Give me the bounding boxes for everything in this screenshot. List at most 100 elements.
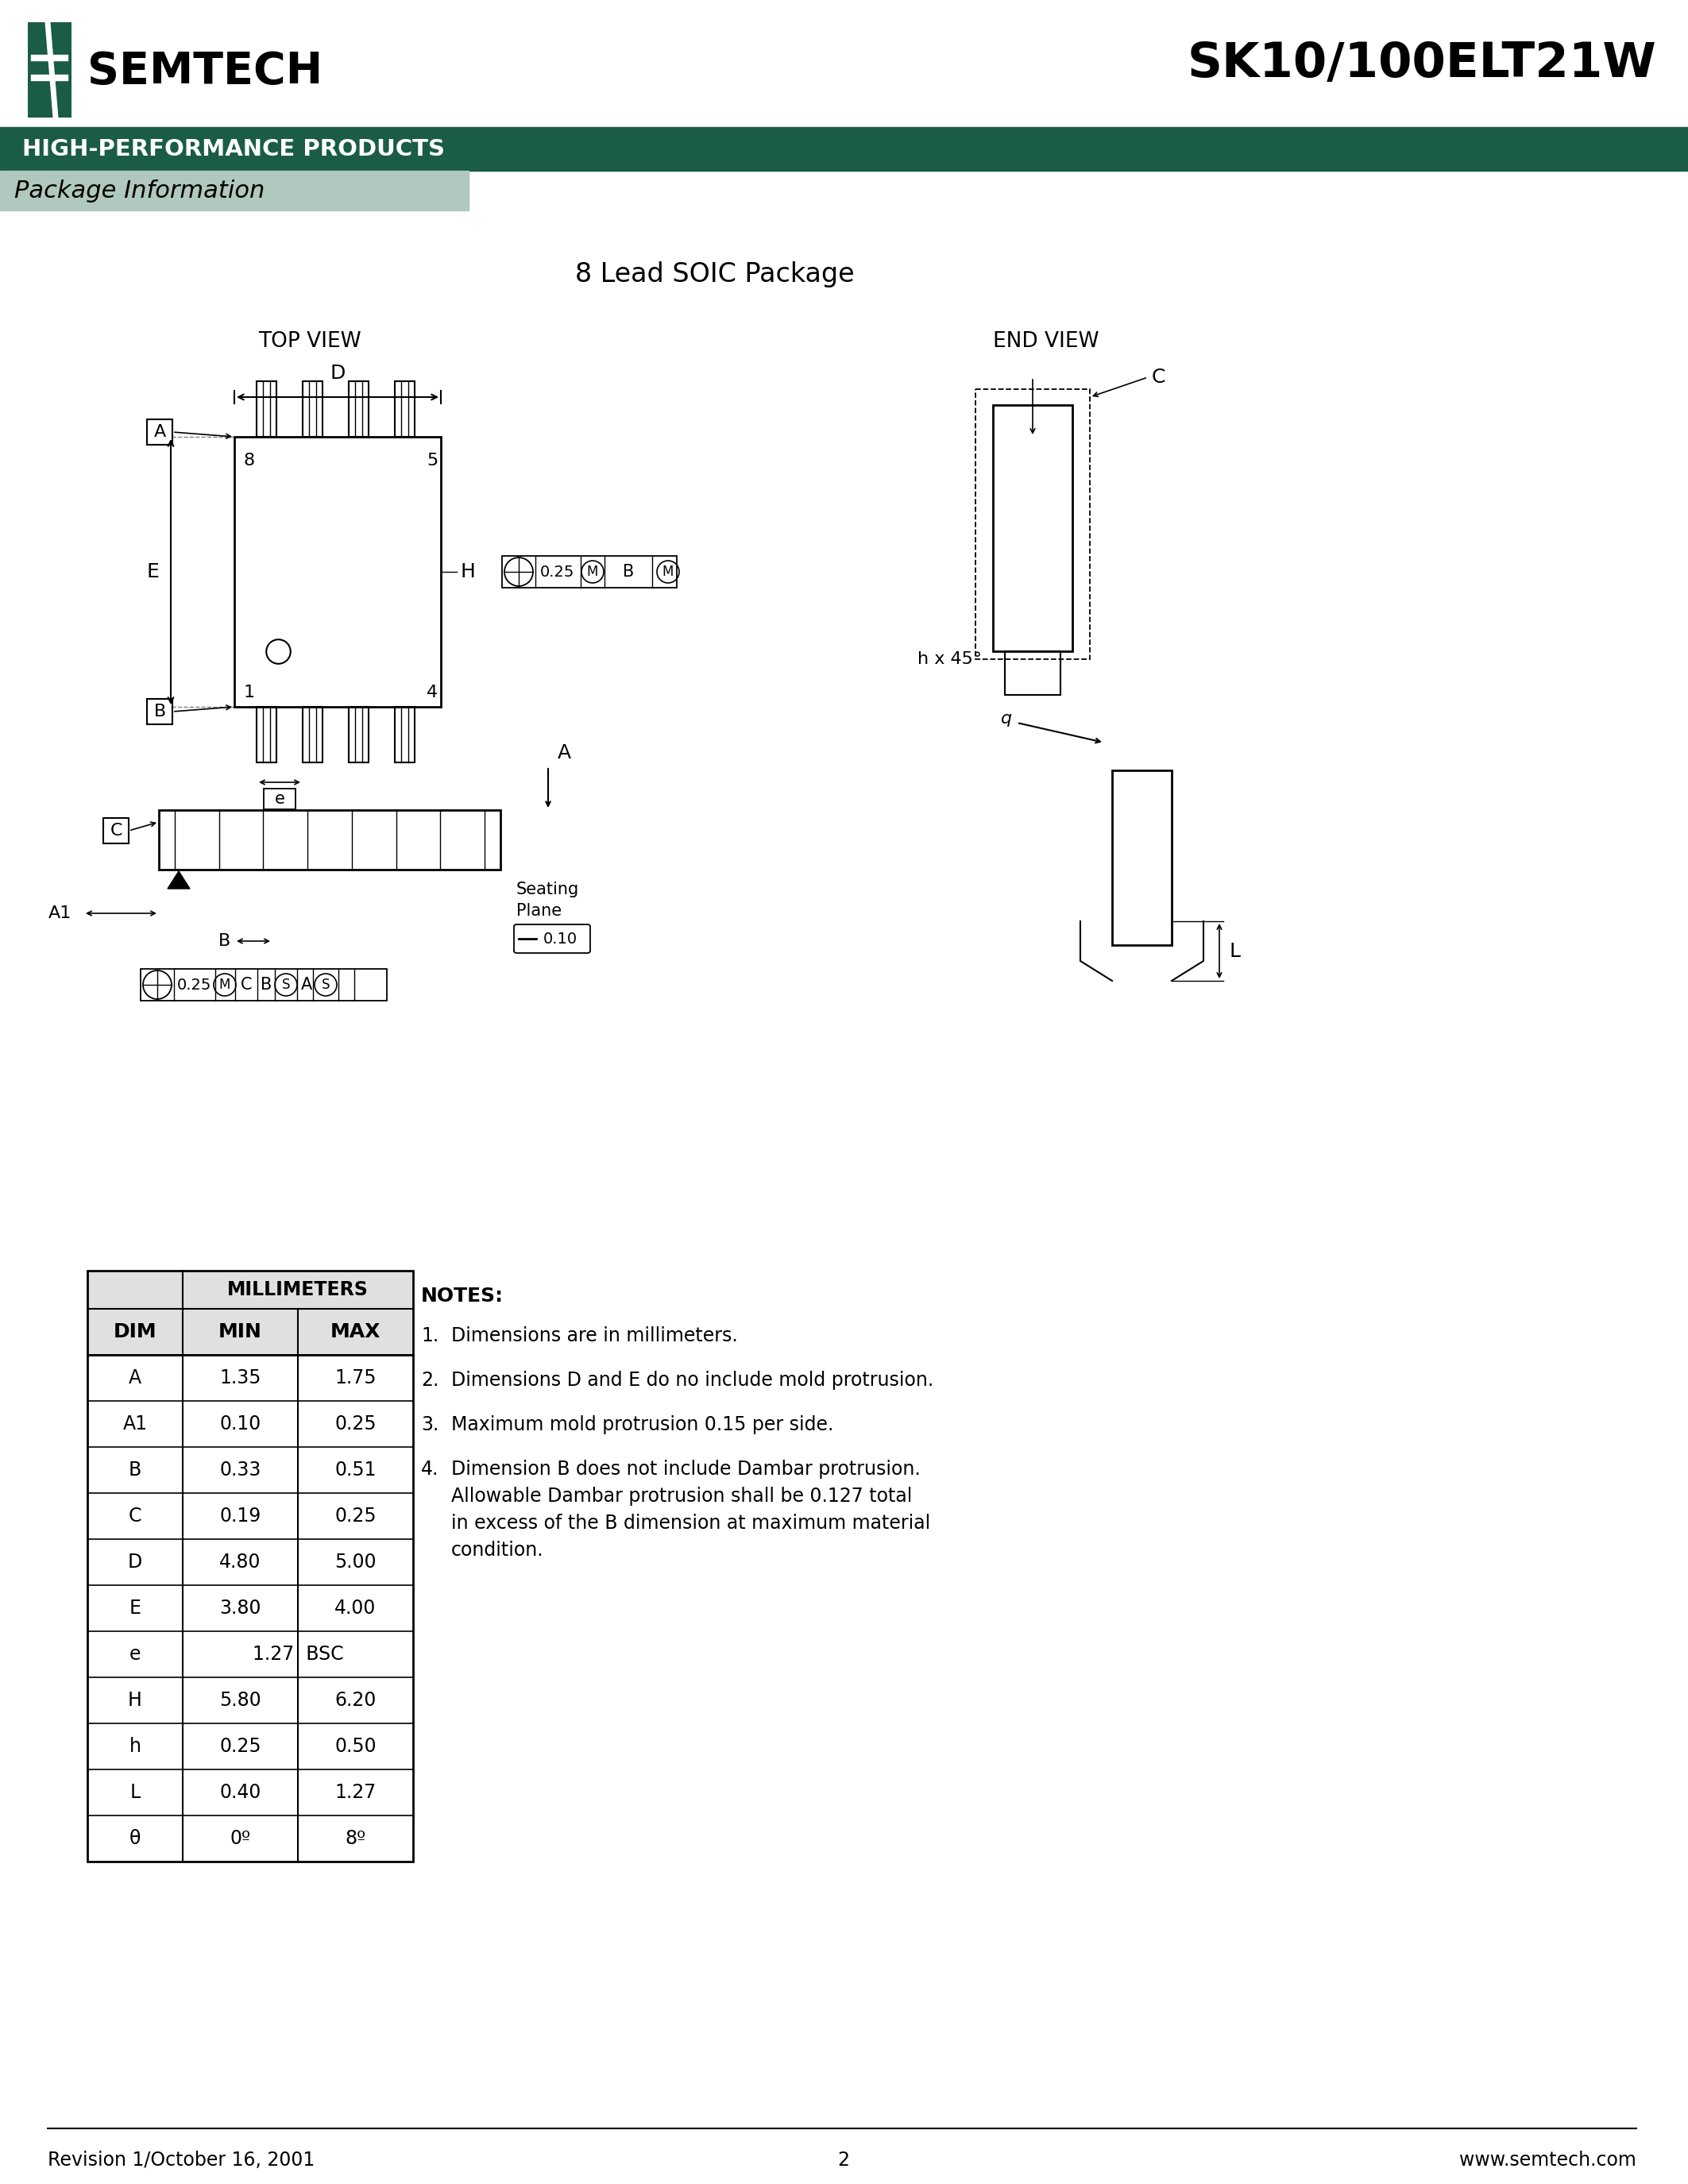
Text: 8: 8 [243, 452, 255, 470]
Bar [302, 382, 322, 437]
Text: DIM: DIM [113, 1321, 157, 1341]
Bar [501, 557, 677, 587]
Bar [147, 419, 172, 446]
Text: S: S [282, 978, 290, 992]
Text: END VIEW: END VIEW [993, 332, 1099, 352]
Text: MAX: MAX [331, 1321, 381, 1341]
Text: 0.51: 0.51 [334, 1461, 376, 1479]
Text: 0.10: 0.10 [544, 930, 577, 946]
Text: D: D [128, 1553, 142, 1572]
Text: A: A [557, 743, 571, 762]
Bar [1112, 771, 1171, 946]
Text: 0.25: 0.25 [334, 1507, 376, 1527]
Text: 0.33: 0.33 [219, 1461, 262, 1479]
Text: A: A [128, 1369, 142, 1387]
Text: 1.: 1. [420, 1326, 439, 1345]
Text: 4.00: 4.00 [334, 1599, 376, 1618]
Bar [302, 708, 322, 762]
Text: NOTES:: NOTES: [420, 1286, 503, 1306]
Text: E: E [147, 561, 159, 581]
Bar [140, 970, 387, 1000]
Text: 2: 2 [837, 2151, 849, 2169]
Text: 0.25: 0.25 [177, 976, 211, 992]
Text: 0.25: 0.25 [540, 563, 574, 579]
Text: S: S [321, 978, 329, 992]
Text: www.semtech.com: www.semtech.com [1460, 2151, 1636, 2169]
Text: θ: θ [130, 1828, 140, 1848]
Text: M: M [587, 566, 598, 579]
Text: h x 45°: h x 45° [918, 651, 982, 666]
Bar [257, 382, 277, 437]
Text: SEMTECH: SEMTECH [88, 50, 322, 94]
Text: Plane: Plane [517, 902, 562, 919]
Text: 5.00: 5.00 [334, 1553, 376, 1572]
Text: B: B [128, 1461, 142, 1479]
Text: e: e [275, 791, 285, 806]
Text: 2.: 2. [420, 1372, 439, 1389]
Text: in excess of the B dimension at maximum material: in excess of the B dimension at maximum … [451, 1514, 930, 1533]
Text: C: C [128, 1507, 142, 1527]
Text: Seating: Seating [517, 882, 579, 898]
Text: C: C [240, 976, 252, 994]
Text: M: M [219, 978, 231, 992]
Text: 1.75: 1.75 [334, 1369, 376, 1387]
Polygon shape [167, 871, 189, 889]
Bar [349, 382, 368, 437]
Bar [1004, 651, 1060, 695]
Polygon shape [27, 22, 71, 118]
Bar [0, 170, 469, 210]
Text: h: h [128, 1736, 142, 1756]
Text: 0º: 0º [230, 1828, 250, 1848]
Text: M: M [662, 566, 674, 579]
Bar [88, 1271, 414, 1861]
Text: 5.80: 5.80 [219, 1690, 262, 1710]
Text: Dimensions D and E do no include mold protrusion.: Dimensions D and E do no include mold pr… [451, 1372, 933, 1389]
Text: 0.25: 0.25 [219, 1736, 262, 1756]
Bar [349, 708, 368, 762]
Text: 1.35: 1.35 [219, 1369, 262, 1387]
Text: TOP VIEW: TOP VIEW [258, 332, 361, 352]
Text: 3.80: 3.80 [219, 1599, 262, 1618]
Text: 1.27  BSC: 1.27 BSC [253, 1645, 343, 1664]
Bar [993, 404, 1072, 651]
Text: L: L [130, 1782, 140, 1802]
Text: 0.19: 0.19 [219, 1507, 262, 1527]
Text: C: C [110, 823, 122, 839]
Text: 3.: 3. [420, 1415, 439, 1435]
Text: 6.20: 6.20 [334, 1690, 376, 1710]
Text: H: H [128, 1690, 142, 1710]
Text: Dimensions are in millimeters.: Dimensions are in millimeters. [451, 1326, 738, 1345]
Text: 0.10: 0.10 [219, 1415, 262, 1433]
Text: 4.80: 4.80 [219, 1553, 262, 1572]
Text: 5: 5 [427, 452, 437, 470]
Text: Dimension B does not include Dambar protrusion.: Dimension B does not include Dambar prot… [451, 1459, 920, 1479]
Text: 4.: 4. [420, 1459, 439, 1479]
Text: H: H [461, 561, 476, 581]
Text: B: B [623, 563, 635, 579]
Bar [159, 810, 500, 869]
Bar [235, 437, 441, 708]
Text: 0.50: 0.50 [334, 1736, 376, 1756]
Bar [0, 0, 1688, 127]
Text: 0.25: 0.25 [334, 1415, 376, 1433]
Bar [103, 819, 128, 843]
Text: B: B [154, 703, 165, 719]
Text: HIGH-PERFORMANCE PRODUCTS: HIGH-PERFORMANCE PRODUCTS [22, 138, 446, 159]
Text: A: A [300, 976, 312, 994]
Text: C: C [1151, 367, 1166, 387]
Text: 0.40: 0.40 [219, 1782, 262, 1802]
Text: E: E [128, 1599, 142, 1618]
Text: 4: 4 [427, 684, 437, 701]
Text: A1: A1 [123, 1415, 147, 1433]
Bar [395, 382, 415, 437]
Text: 1: 1 [243, 684, 255, 701]
Text: 1.27: 1.27 [334, 1782, 376, 1802]
Bar [976, 389, 1090, 660]
Text: Allowable Dambar protrusion shall be 0.127 total: Allowable Dambar protrusion shall be 0.1… [451, 1487, 912, 1505]
Text: D: D [329, 365, 346, 382]
Text: q: q [1001, 710, 1013, 727]
Text: Maximum mold protrusion 0.15 per side.: Maximum mold protrusion 0.15 per side. [451, 1415, 834, 1435]
Text: A: A [154, 424, 165, 439]
Bar [257, 708, 277, 762]
Text: B: B [260, 976, 272, 994]
